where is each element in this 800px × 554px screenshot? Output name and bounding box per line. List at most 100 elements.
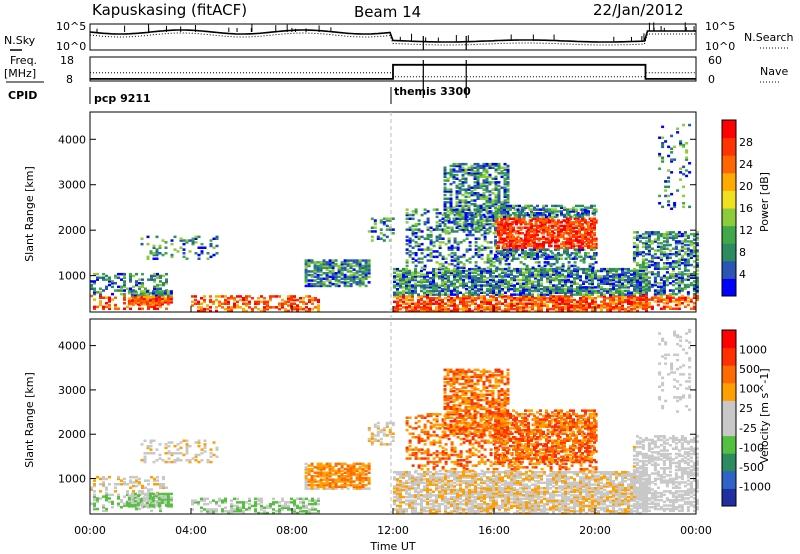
power-cell bbox=[108, 280, 111, 283]
power-cell bbox=[612, 267, 615, 271]
power-cell bbox=[572, 206, 575, 209]
colorbar-swatch bbox=[722, 120, 736, 139]
power-cell bbox=[492, 286, 495, 289]
power-cell bbox=[504, 242, 508, 246]
power-cell bbox=[593, 253, 596, 257]
power-cell bbox=[530, 224, 533, 228]
power-cell bbox=[423, 237, 427, 240]
power-cell bbox=[154, 297, 158, 300]
power-cell bbox=[650, 260, 654, 263]
power-cell bbox=[414, 307, 417, 311]
power-cell bbox=[316, 277, 320, 280]
power-cell bbox=[114, 289, 117, 292]
power-cell bbox=[588, 289, 591, 293]
power-cell bbox=[452, 164, 456, 168]
power-cell bbox=[191, 241, 195, 244]
power-cell bbox=[453, 267, 456, 271]
power-cell bbox=[548, 255, 551, 259]
power-cell bbox=[503, 212, 506, 215]
power-cell bbox=[591, 275, 594, 278]
power-cell bbox=[157, 292, 161, 295]
power-cell bbox=[667, 194, 671, 198]
power-cell bbox=[432, 250, 436, 253]
power-cell bbox=[563, 213, 566, 217]
power-cell bbox=[579, 291, 582, 294]
power-cell bbox=[639, 289, 642, 293]
power-cell bbox=[621, 275, 624, 278]
power-cell bbox=[504, 239, 508, 242]
power-cell bbox=[476, 184, 480, 188]
power-cell bbox=[483, 248, 487, 251]
power-cell bbox=[566, 228, 569, 231]
power-cell bbox=[525, 309, 528, 313]
power-cell bbox=[331, 264, 335, 268]
power-cell bbox=[420, 295, 423, 298]
power-cell bbox=[560, 253, 563, 257]
power-cell bbox=[473, 222, 477, 226]
power-cell bbox=[133, 292, 137, 295]
power-cell bbox=[552, 295, 555, 298]
power-cell bbox=[624, 289, 627, 293]
power-cell bbox=[591, 293, 594, 296]
power-cell bbox=[444, 215, 448, 219]
power-cell bbox=[379, 232, 383, 235]
power-cell bbox=[139, 302, 143, 306]
power-cell bbox=[528, 293, 531, 296]
power-cell bbox=[447, 298, 450, 302]
power-cell bbox=[489, 259, 493, 262]
power-cell bbox=[495, 304, 498, 307]
power-cell bbox=[635, 236, 639, 239]
power-cell bbox=[482, 170, 486, 173]
power-cell bbox=[476, 172, 480, 175]
power-cell bbox=[644, 274, 648, 278]
power-cell bbox=[500, 239, 503, 242]
power-cell bbox=[447, 275, 450, 278]
power-cell bbox=[500, 253, 503, 257]
power-cell bbox=[453, 221, 457, 224]
power-cell bbox=[272, 295, 275, 298]
velocity-cell bbox=[96, 507, 99, 511]
power-cell bbox=[456, 224, 460, 228]
power-cell bbox=[153, 280, 156, 283]
power-cell bbox=[633, 287, 636, 291]
power-cell bbox=[402, 302, 405, 305]
power-cell bbox=[470, 213, 474, 217]
power-cell bbox=[642, 277, 645, 280]
mhz-label: [MHz] bbox=[4, 67, 36, 80]
power-cell bbox=[405, 286, 408, 289]
power-cell bbox=[662, 291, 666, 294]
power-cell bbox=[561, 269, 564, 273]
power-cell bbox=[594, 271, 597, 274]
power-cell bbox=[525, 297, 528, 300]
velocity-cell bbox=[123, 477, 126, 481]
power-cell bbox=[456, 293, 459, 296]
power-cell bbox=[464, 201, 468, 204]
power-cell bbox=[459, 278, 462, 282]
power-cell bbox=[450, 280, 453, 284]
power-cell bbox=[325, 272, 329, 275]
power-cell bbox=[399, 278, 402, 282]
power-cell bbox=[572, 239, 575, 242]
power-cell bbox=[606, 275, 609, 278]
power-cell bbox=[618, 307, 621, 311]
power-cell bbox=[483, 269, 486, 273]
power-cell bbox=[405, 267, 408, 271]
power-cell bbox=[278, 295, 281, 298]
power-cell bbox=[692, 251, 696, 254]
power-cell bbox=[473, 184, 477, 188]
noise-panel: 10^5 10^0 10^5 10^0 bbox=[56, 20, 735, 53]
power-cell bbox=[624, 278, 627, 282]
power-cell bbox=[435, 239, 439, 242]
power-cell bbox=[504, 282, 507, 285]
power-cell bbox=[494, 255, 497, 259]
power-cell bbox=[659, 242, 663, 245]
power-cell bbox=[567, 219, 571, 222]
power-cell bbox=[420, 242, 424, 246]
power-cell bbox=[503, 182, 507, 186]
power-cell bbox=[417, 304, 420, 307]
power-cell bbox=[136, 301, 140, 304]
power-cell bbox=[563, 215, 566, 219]
power-cell bbox=[680, 249, 684, 252]
power-cell bbox=[373, 230, 377, 233]
power-cell bbox=[533, 241, 536, 244]
